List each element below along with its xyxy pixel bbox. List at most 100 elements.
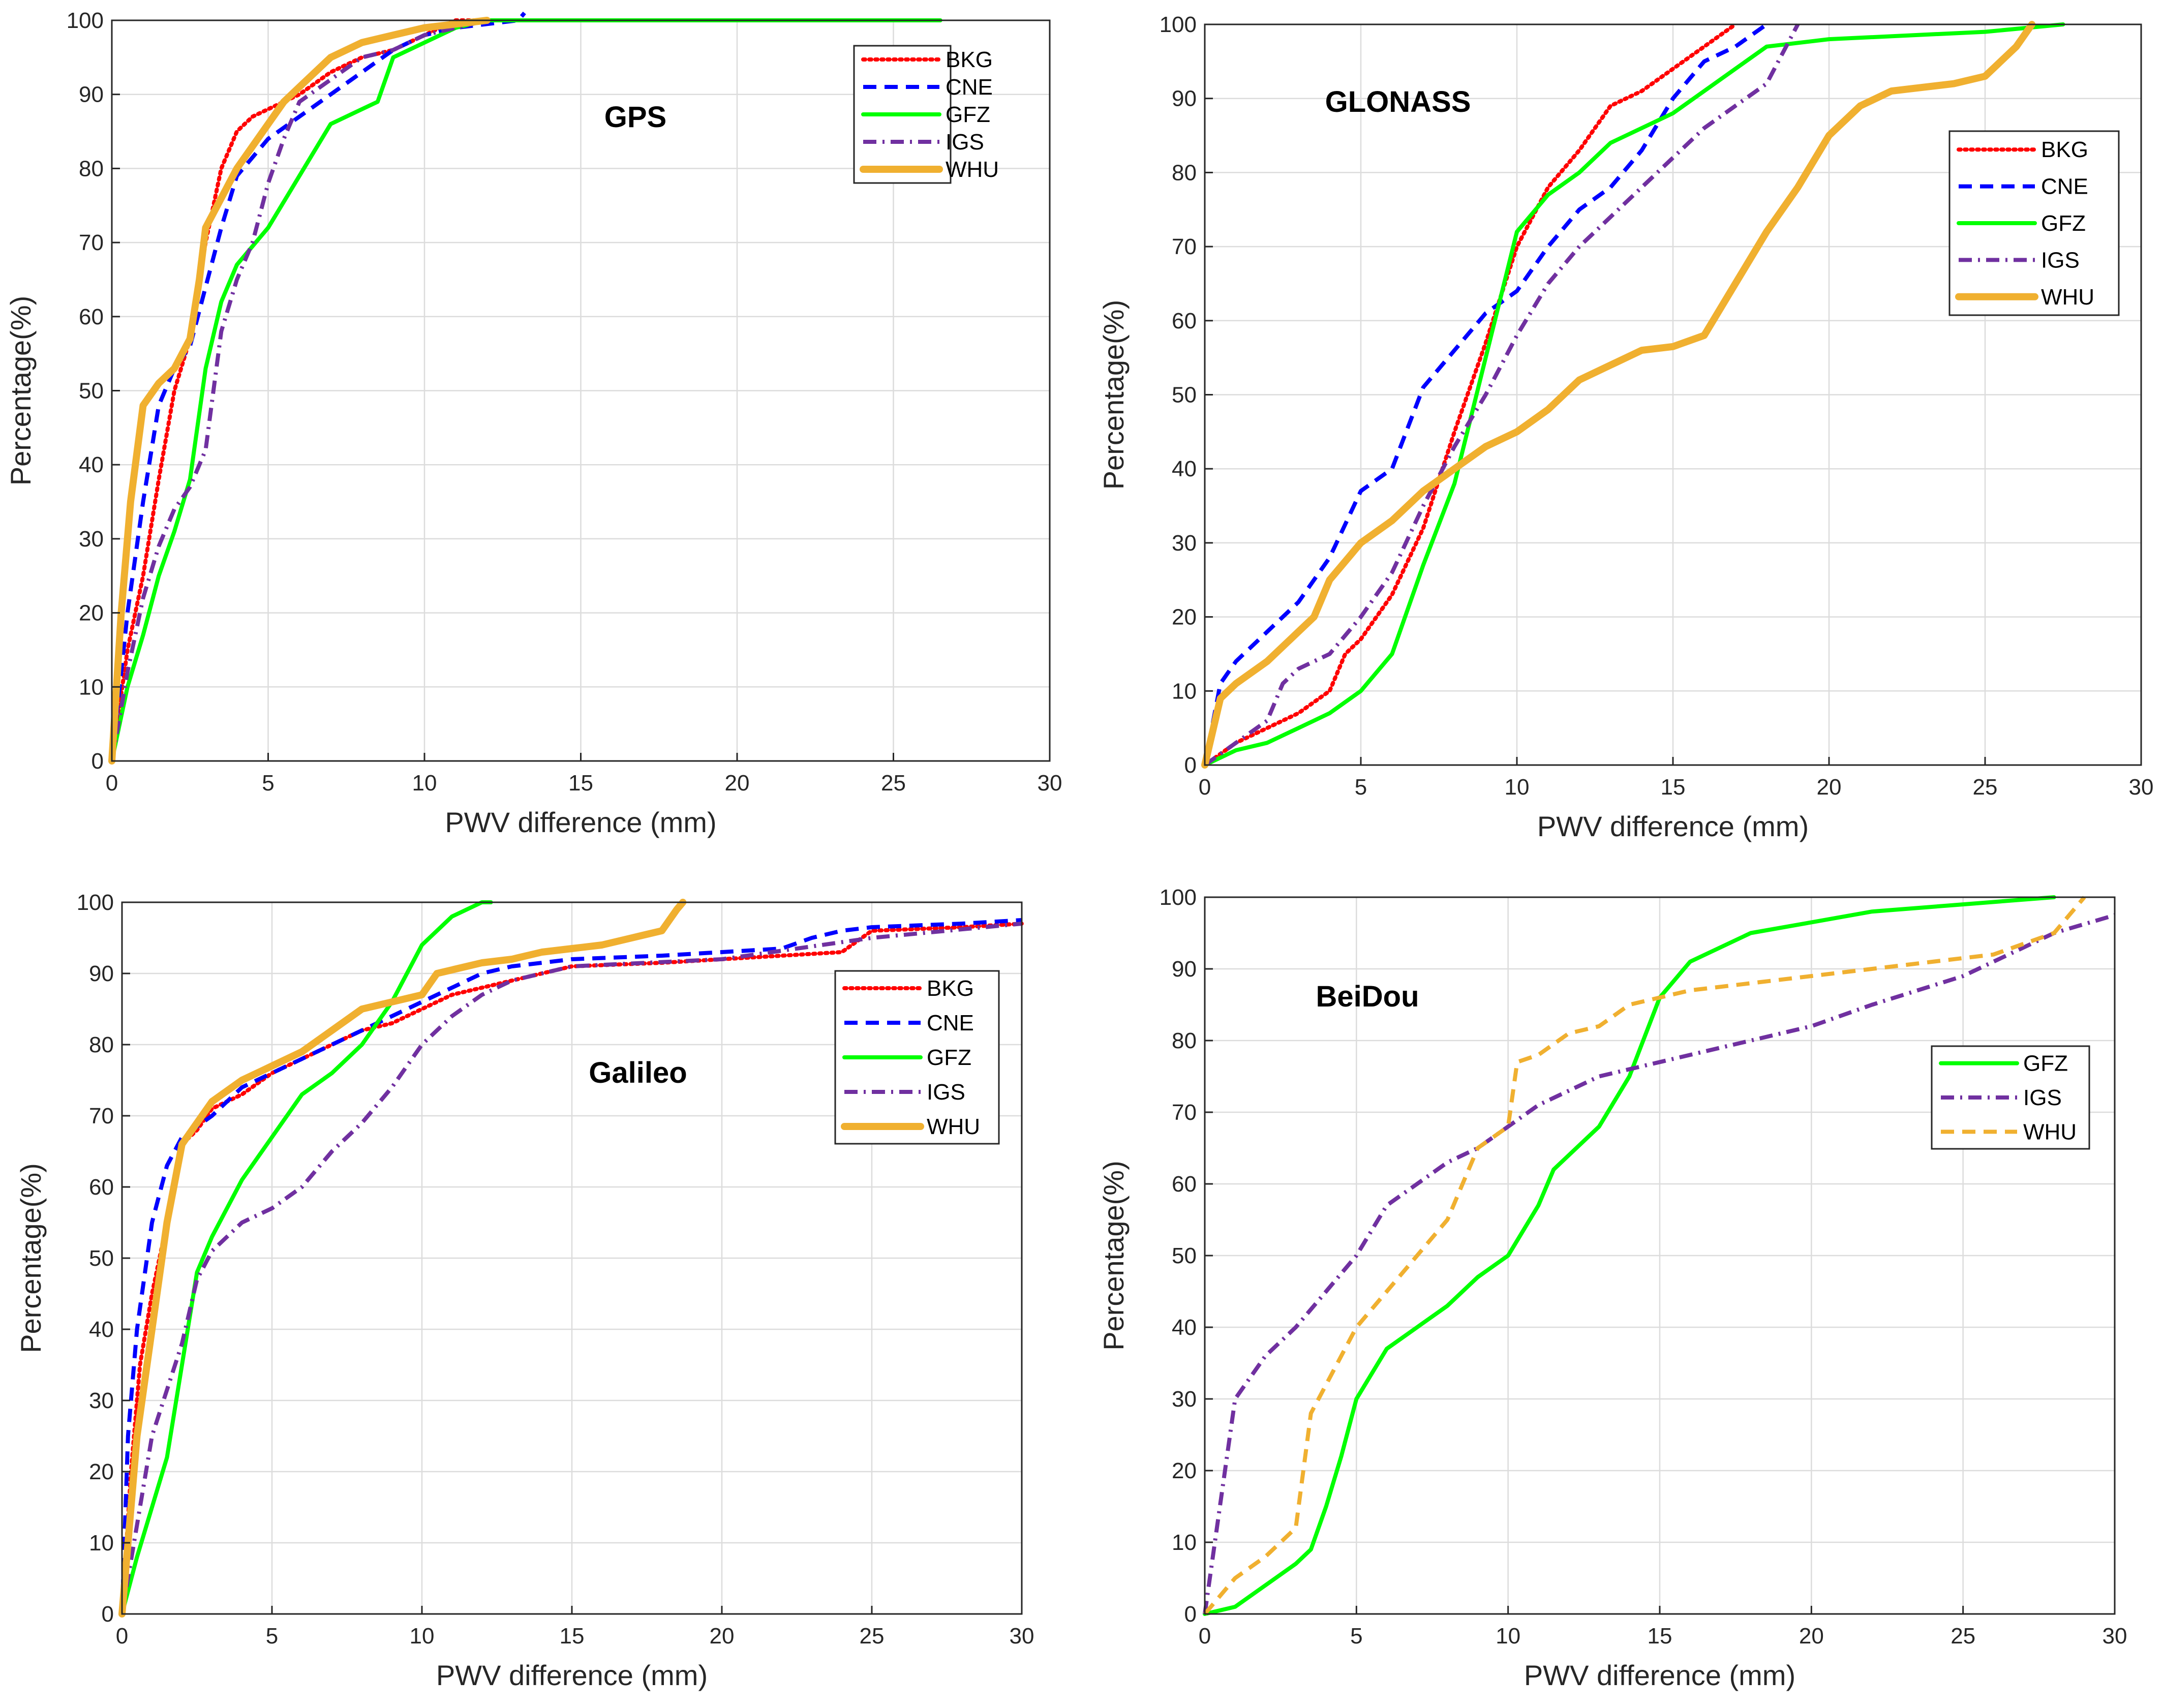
y-tick-label: 80 (1172, 1028, 1197, 1053)
y-tick-label: 80 (1172, 160, 1197, 185)
legend-label-cne: CNE (2041, 174, 2088, 199)
y-tick-label: 20 (1172, 605, 1197, 630)
y-tick-label: 30 (1172, 531, 1197, 556)
y-tick-label: 60 (89, 1175, 114, 1200)
x-tick-label: 25 (1951, 1624, 1975, 1649)
x-axis-label: PWV difference (mm) (436, 1659, 708, 1691)
legend-label-gfz: GFZ (946, 102, 990, 127)
y-tick-label: 90 (89, 961, 114, 986)
y-tick-label: 70 (1172, 234, 1197, 259)
y-tick-label: 100 (67, 8, 104, 33)
chart-title: GLONASS (1325, 85, 1471, 118)
legend-label-igs: IGS (2023, 1085, 2062, 1110)
series-line-gfz (120, 900, 493, 1616)
y-tick-label: 80 (89, 1032, 114, 1057)
series-line-gfz (1203, 22, 2065, 767)
x-tick-label: 15 (568, 771, 593, 796)
y-tick-label: 50 (1172, 383, 1197, 408)
panel-galileo: 0 5 10 15 20 25 30 0 10 20 30 40 50 60 70 80 90 100 PWV di… (15, 890, 1034, 1691)
legend-label-igs: IGS (946, 130, 984, 155)
y-tick-label: 70 (79, 230, 104, 255)
x-tick-label: 0 (1199, 775, 1211, 800)
y-axis-label: Percentage(%) (1098, 300, 1130, 490)
x-axis-label: PWV difference (mm) (445, 806, 716, 838)
x-tick-label: 0 (1199, 1624, 1211, 1649)
panel-glonass: 0 5 10 15 20 25 30 0 10 20 30 40 50 60 70 80 90 100 PWV di… (1098, 12, 2153, 842)
series-line-igs (1203, 913, 2116, 1614)
x-tick-label: 20 (725, 771, 750, 796)
x-tick-label: 5 (1350, 1624, 1362, 1649)
legend-label-igs: IGS (927, 1080, 965, 1105)
legend-label-whu: WHU (2041, 285, 2094, 310)
x-tick-label: 25 (1973, 775, 1998, 800)
y-tick-label: 50 (79, 379, 104, 404)
y-tick-label: 40 (79, 452, 104, 477)
x-tick-label: 25 (860, 1624, 885, 1649)
x-tick-label: 10 (1505, 775, 1530, 800)
x-tick-label: 5 (262, 771, 274, 796)
x-tick-label: 10 (412, 771, 437, 796)
y-tick-label: 80 (79, 156, 104, 181)
chart-title: Galileo (589, 1056, 687, 1089)
legend-label-bkg: BKG (927, 976, 974, 1001)
series-line-cne (110, 11, 526, 761)
series-line-whu (1201, 21, 2036, 769)
legend-label-cne: CNE (927, 1011, 974, 1035)
series-line-igs (110, 18, 488, 761)
y-axis-label: Percentage(%) (5, 296, 37, 486)
series-line-cne (120, 918, 1022, 1614)
y-tick-label: 40 (1172, 1315, 1197, 1340)
x-tick-label: 5 (1355, 775, 1367, 800)
y-tick-label: 70 (89, 1104, 114, 1128)
legend-label-gfz: GFZ (2023, 1051, 2068, 1076)
y-axis-label: Percentage(%) (15, 1163, 47, 1353)
x-axis-label: PWV difference (mm) (1537, 810, 1809, 842)
y-tick-label: 50 (1172, 1243, 1197, 1268)
y-tick-label: 60 (1172, 309, 1197, 333)
series-line-igs (1203, 23, 1800, 767)
panel-beidou: 0 5 10 15 20 25 30 0 10 20 30 40 50 60 70 80 90 100 PWV di… (1098, 885, 2127, 1691)
y-tick-label: 0 (1184, 753, 1197, 778)
y-tick-label: 30 (1172, 1387, 1197, 1412)
y-tick-label: 60 (79, 304, 104, 329)
y-tick-label: 10 (89, 1531, 114, 1556)
x-tick-label: 15 (560, 1624, 585, 1649)
chart-title: GPS (604, 101, 667, 134)
series-line-whu (118, 899, 687, 1618)
legend-label-gfz: GFZ (927, 1045, 971, 1070)
legend-label-whu: WHU (2023, 1119, 2077, 1144)
x-tick-label: 15 (1648, 1624, 1672, 1649)
x-tick-label: 25 (881, 771, 906, 796)
x-tick-label: 30 (2129, 775, 2154, 800)
x-tick-label: 30 (1010, 1624, 1034, 1649)
series-line-whu (1203, 896, 2086, 1615)
y-tick-label: 0 (92, 749, 104, 774)
series-line-whu (108, 17, 491, 765)
y-tick-label: 60 (1172, 1172, 1197, 1197)
x-tick-label: 15 (1661, 775, 1686, 800)
x-tick-label: 20 (1817, 775, 1842, 800)
y-tick-label: 100 (1160, 12, 1197, 37)
series-line-cne (1203, 22, 1768, 766)
legend-label-cne: CNE (946, 75, 993, 100)
legend-label-bkg: BKG (946, 47, 993, 72)
y-tick-label: 0 (102, 1602, 114, 1627)
y-tick-label: 100 (77, 890, 114, 915)
x-tick-label: 10 (410, 1624, 435, 1649)
y-tick-label: 70 (1172, 1100, 1197, 1125)
series-line-bkg (1203, 22, 1738, 767)
y-tick-label: 20 (79, 601, 104, 626)
x-tick-label: 20 (710, 1624, 735, 1649)
x-tick-label: 0 (106, 771, 118, 796)
x-tick-label: 5 (266, 1624, 278, 1649)
y-tick-label: 40 (89, 1317, 114, 1342)
x-tick-label: 20 (1799, 1624, 1824, 1649)
y-tick-label: 100 (1160, 885, 1197, 910)
legend-label-gfz: GFZ (2041, 211, 2086, 236)
y-tick-label: 20 (1172, 1458, 1197, 1483)
legend-label-whu: WHU (946, 157, 999, 182)
x-tick-label: 30 (2103, 1624, 2127, 1649)
legend-label-whu: WHU (927, 1114, 980, 1139)
x-axis-label: PWV difference (mm) (1524, 1659, 1795, 1691)
